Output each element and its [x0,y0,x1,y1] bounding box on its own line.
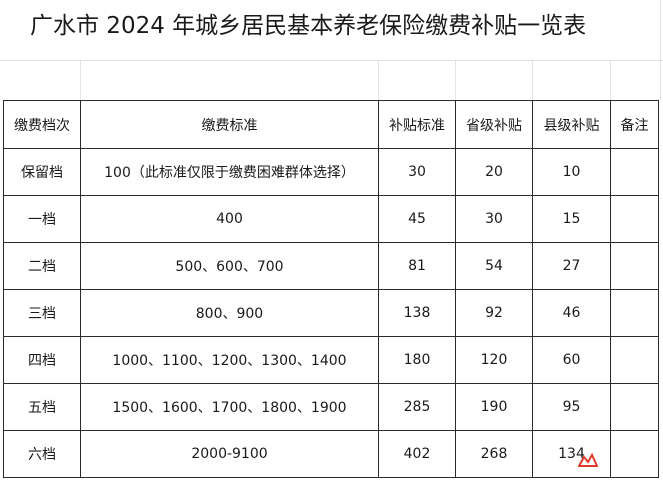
cell-county: 27 [532,242,611,290]
cell-level: 三档 [3,289,81,337]
cell-provincial: 190 [455,383,533,431]
cell-subsidy: 402 [378,430,456,478]
table-row: 六档 2000-9100 402 268 134 [3,430,659,478]
cell-standard: 400 [80,195,379,243]
table-header-row: 缴费档次 缴费标准 补贴标准 省级补贴 县级补贴 备注 [3,100,659,149]
subsidy-table: 缴费档次 缴费标准 补贴标准 省级补贴 县级补贴 备注 保留档 100（此标准仅… [3,100,659,478]
grid-line [80,60,81,100]
cell-provincial: 120 [455,336,533,384]
watermark-logo-icon [578,452,598,467]
cell-subsidy: 81 [378,242,456,290]
cell-standard: 500、600、700 [80,242,379,290]
header-level: 缴费档次 [3,100,81,149]
cell-county: 60 [532,336,611,384]
cell-provincial: 54 [455,242,533,290]
cell-note [610,336,659,384]
grid-line [378,60,379,100]
grid-line [610,60,611,100]
cell-subsidy: 180 [378,336,456,384]
cell-county: 10 [532,148,611,196]
cell-level: 一档 [3,195,81,243]
cell-note [610,430,659,478]
cell-standard: 800、900 [80,289,379,337]
cell-subsidy: 285 [378,383,456,431]
cell-level: 五档 [3,383,81,431]
cell-standard: 1500、1600、1700、1800、1900 [80,383,379,431]
header-standard: 缴费标准 [80,100,379,149]
cell-county: 134 [532,430,611,478]
grid-line [455,60,456,100]
cell-note [610,289,659,337]
cell-provincial: 30 [455,195,533,243]
table-row: 二档 500、600、700 81 54 27 [3,242,659,290]
table-row: 五档 1500、1600、1700、1800、1900 285 190 95 [3,383,659,431]
cell-level: 保留档 [3,148,81,196]
cell-subsidy: 138 [378,289,456,337]
grid-line [532,60,533,100]
cell-level: 四档 [3,336,81,384]
logo-stroke [578,452,598,467]
cell-subsidy: 30 [378,148,456,196]
header-subsidy: 补贴标准 [378,100,456,149]
cell-provincial: 268 [455,430,533,478]
grid-line [0,60,663,61]
cell-standard: 2000-9100 [80,430,379,478]
header-note: 备注 [610,100,659,149]
cell-standard: 100（此标准仅限于缴费困难群体选择） [80,148,379,196]
cell-note [610,383,659,431]
header-provincial: 省级补贴 [455,100,533,149]
table-row: 三档 800、900 138 92 46 [3,289,659,337]
cell-subsidy: 45 [378,195,456,243]
cell-note [610,195,659,243]
header-county: 县级补贴 [532,100,611,149]
table-row: 保留档 100（此标准仅限于缴费困难群体选择） 30 20 10 [3,148,659,196]
cell-county: 15 [532,195,611,243]
cell-county: 46 [532,289,611,337]
cell-level: 六档 [3,430,81,478]
cell-provincial: 92 [455,289,533,337]
page-title: 广水市 2024 年城乡居民基本养老保险缴费补贴一览表 [30,13,587,39]
cell-note [610,242,659,290]
cell-note [610,148,659,196]
table-row: 四档 1000、1100、1200、1300、1400 180 120 60 [3,336,659,384]
cell-level: 二档 [3,242,81,290]
cell-provincial: 20 [455,148,533,196]
cell-county: 95 [532,383,611,431]
grid-line [660,0,661,100]
table-row: 一档 400 45 30 15 [3,195,659,243]
cell-standard: 1000、1100、1200、1300、1400 [80,336,379,384]
